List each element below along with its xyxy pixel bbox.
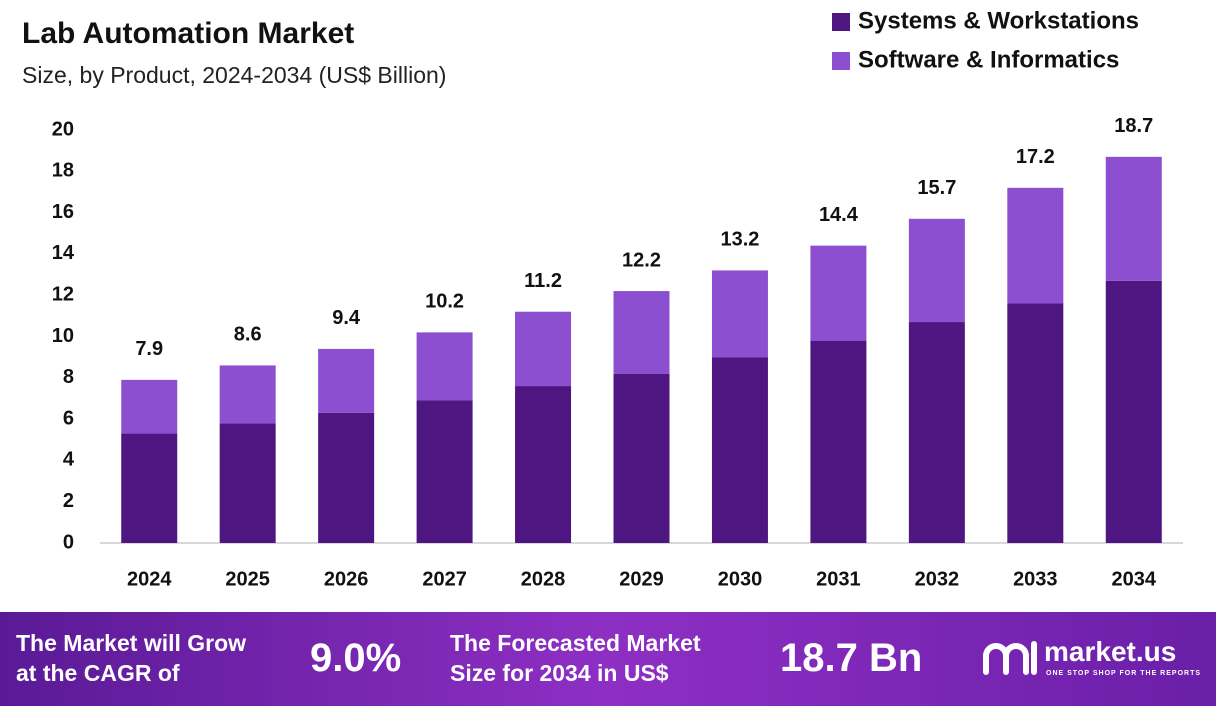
bar-segment xyxy=(416,400,473,543)
y-tick-label: 6 xyxy=(63,407,74,429)
bar-segment xyxy=(613,373,670,543)
total-label: 10.2 xyxy=(425,291,464,313)
bar-segment xyxy=(219,365,276,424)
y-tick-label: 16 xyxy=(52,201,74,223)
bar-segment xyxy=(515,311,572,387)
legend-label: Software & Informatics xyxy=(858,46,1119,73)
x-tick-label: 2031 xyxy=(816,568,861,590)
tagline: ONE STOP SHOP FOR THE REPORTS xyxy=(1046,670,1202,677)
x-tick-label: 2025 xyxy=(225,568,270,590)
bar-segment xyxy=(318,348,375,413)
bar-segment xyxy=(318,412,375,543)
legend-swatch xyxy=(832,13,850,31)
y-tick-label: 18 xyxy=(52,160,74,182)
bar-segment xyxy=(711,357,768,543)
bar-segment xyxy=(613,291,670,374)
legend-label: Systems & Workstations xyxy=(858,7,1139,34)
y-tick-label: 8 xyxy=(63,366,74,388)
bar-segment xyxy=(219,423,276,543)
y-tick-label: 12 xyxy=(52,283,74,305)
x-tick-label: 2024 xyxy=(127,568,172,590)
brand: market.us xyxy=(1044,636,1177,667)
total-label: 8.6 xyxy=(234,324,262,346)
bar-segment xyxy=(121,379,178,434)
footer: The Market will Grow at the CAGR of 9.0%… xyxy=(0,612,1216,706)
x-tick-label: 2033 xyxy=(1013,568,1058,590)
y-tick-label: 2 xyxy=(63,490,74,512)
chart-subtitle: Size, by Product, 2024-2034 (US$ Billion… xyxy=(22,62,446,88)
total-label: 7.9 xyxy=(135,338,163,360)
bar-segment xyxy=(810,245,867,341)
x-tick-label: 2034 xyxy=(1112,568,1157,590)
bar-segment xyxy=(1105,156,1162,281)
y-tick-label: 0 xyxy=(63,531,74,553)
logo-icon xyxy=(983,641,1037,675)
bar-segment xyxy=(908,322,965,543)
line: Size for 2034 in US$ xyxy=(450,660,669,686)
bar-segment xyxy=(1007,303,1064,543)
y-tick-label: 10 xyxy=(52,325,74,347)
bar-segment xyxy=(121,433,178,543)
x-tick-label: 2027 xyxy=(422,568,467,590)
forecast-value: 18.7 Bn xyxy=(780,636,923,680)
total-label: 13.2 xyxy=(720,229,759,251)
bar-segment xyxy=(1007,187,1064,304)
total-label: 17.2 xyxy=(1016,146,1055,168)
cagr-value: 9.0% xyxy=(310,636,402,680)
x-tick-label: 2032 xyxy=(915,568,960,590)
cagr-text: The Market will Grow at the CAGR of xyxy=(16,628,246,688)
x-tick-label: 2029 xyxy=(619,568,664,590)
y-tick-label: 4 xyxy=(63,449,75,471)
x-tick-label: 2026 xyxy=(324,568,369,590)
y-tick-label: 20 xyxy=(52,118,74,140)
line: The Market will Grow xyxy=(16,630,247,656)
total-label: 18.7 xyxy=(1114,115,1153,137)
line: The Forecasted Market xyxy=(450,630,701,656)
x-tick-label: 2030 xyxy=(718,568,763,590)
chart: Lab Automation Market Size, by Product, … xyxy=(22,7,1183,590)
total-label: 14.4 xyxy=(819,204,859,226)
line: at the CAGR of xyxy=(16,660,180,686)
total-label: 11.2 xyxy=(524,270,562,292)
bar-segment xyxy=(1105,280,1162,543)
legend-swatch xyxy=(832,52,850,70)
bar-segment xyxy=(711,270,768,358)
forecast-text: The Forecasted Market Size for 2034 in U… xyxy=(450,628,701,688)
bar-segment xyxy=(515,386,572,543)
chart-title: Lab Automation Market xyxy=(22,17,354,50)
total-label: 9.4 xyxy=(332,307,361,329)
bar-segment xyxy=(810,340,867,543)
total-label: 12.2 xyxy=(622,249,661,271)
total-label: 15.7 xyxy=(917,177,956,199)
y-tick-label: 14 xyxy=(52,242,75,264)
x-tick-label: 2028 xyxy=(521,568,566,590)
bar-segment xyxy=(416,332,473,401)
bar-segment xyxy=(908,218,965,323)
